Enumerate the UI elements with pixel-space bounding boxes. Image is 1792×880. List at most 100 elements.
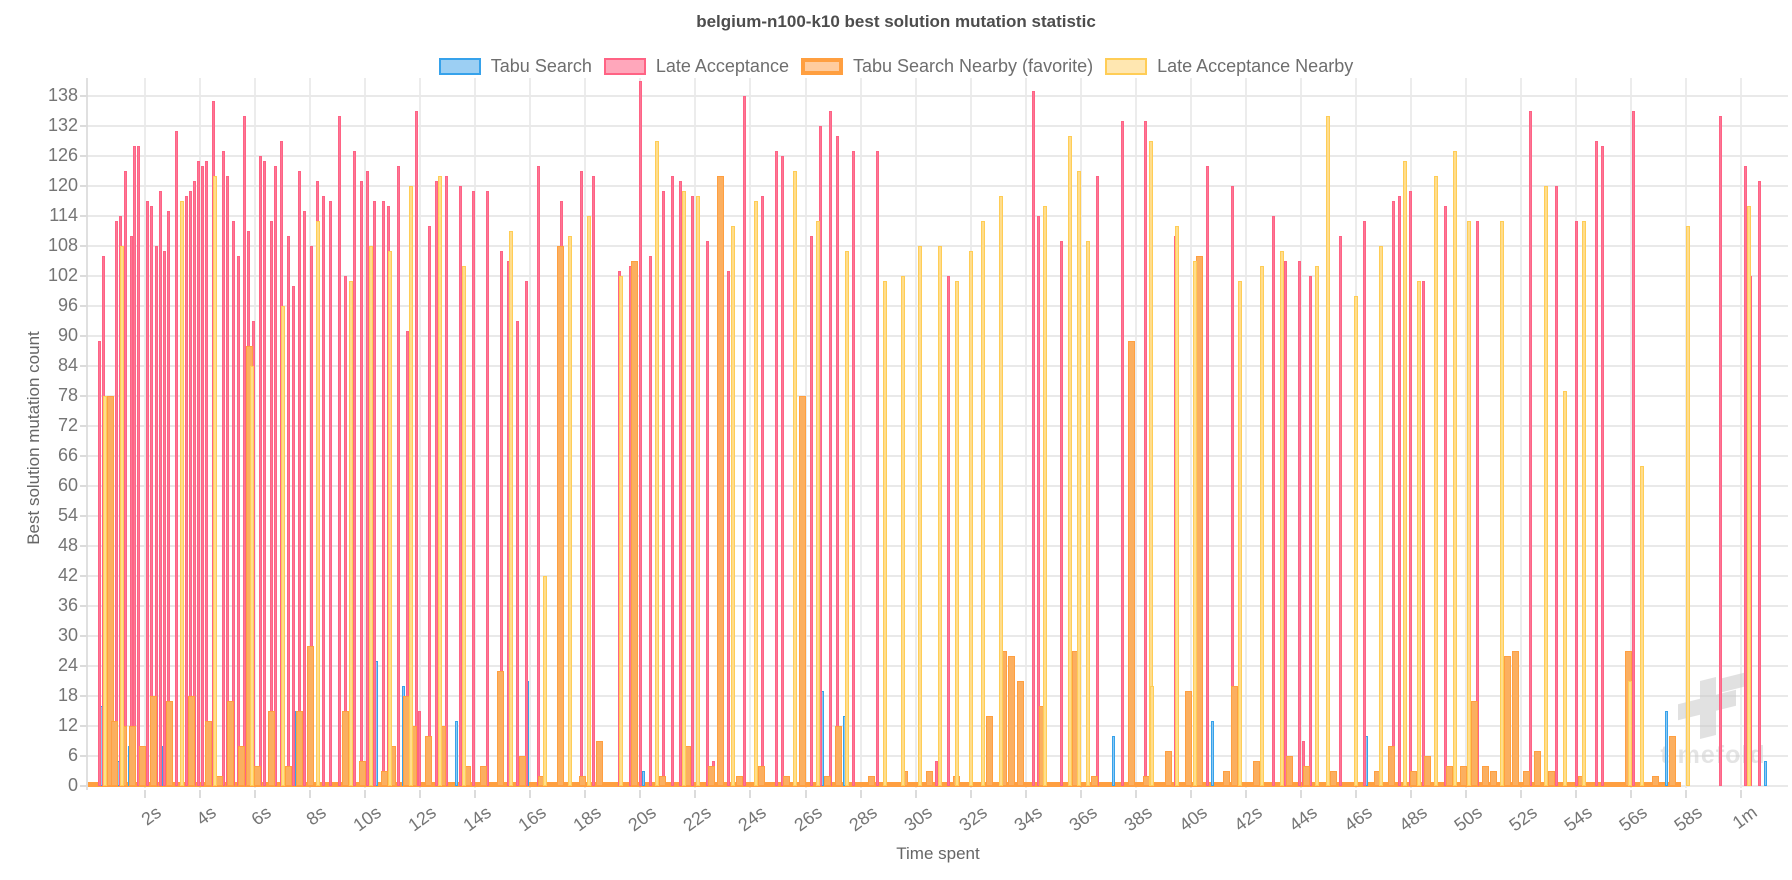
bar-late-acceptance[interactable] <box>344 276 348 786</box>
bar-tabu-search-nearby-favorite[interactable] <box>1423 756 1431 786</box>
bar-tabu-search-nearby-favorite[interactable] <box>166 701 174 786</box>
bar-late-acceptance[interactable] <box>197 161 201 786</box>
bar-tabu-search-nearby-favorite[interactable] <box>342 711 350 786</box>
bar-late-acceptance[interactable] <box>114 221 118 786</box>
bar-tabu-search-nearby-favorite[interactable] <box>380 771 388 786</box>
bar-late-acceptance[interactable] <box>359 181 363 786</box>
bar-late-acceptance[interactable] <box>274 166 278 786</box>
bar-late-acceptance-nearby[interactable] <box>509 231 514 786</box>
bar-late-acceptance-nearby[interactable] <box>368 246 373 786</box>
bar-tabu-search-nearby-favorite[interactable] <box>1008 656 1016 786</box>
bar-late-acceptance[interactable] <box>259 156 263 786</box>
bar-late-acceptance[interactable] <box>414 111 418 786</box>
bar-late-acceptance-nearby[interactable] <box>316 221 321 786</box>
bar-late-acceptance[interactable] <box>678 181 682 786</box>
bar-late-acceptance-nearby[interactable] <box>844 251 849 786</box>
bar-late-acceptance[interactable] <box>226 176 230 786</box>
bar-tabu-search-nearby-favorite[interactable] <box>557 246 565 786</box>
bar-tabu-search-nearby-favorite[interactable] <box>1253 761 1261 786</box>
bar-tabu-search-nearby-favorite[interactable] <box>107 396 115 786</box>
bar-late-acceptance-nearby[interactable] <box>1192 261 1197 786</box>
bar-late-acceptance[interactable] <box>1271 216 1275 786</box>
bar-tabu-search[interactable] <box>1665 711 1669 786</box>
bar-late-acceptance[interactable] <box>1529 111 1533 786</box>
bar-tabu-search[interactable] <box>641 771 645 786</box>
bar-late-acceptance-nearby[interactable] <box>1042 206 1047 786</box>
bar-late-acceptance[interactable] <box>263 161 267 786</box>
bar-late-acceptance-nearby[interactable] <box>753 201 758 786</box>
bar-late-acceptance-nearby[interactable] <box>349 281 354 786</box>
bar-late-acceptance-nearby[interactable] <box>792 171 797 786</box>
bar-late-acceptance[interactable] <box>1743 166 1747 786</box>
bar-late-acceptance-nearby[interactable] <box>730 226 735 786</box>
bar-late-acceptance[interactable] <box>322 196 326 786</box>
bar-late-acceptance-nearby[interactable] <box>1543 186 1548 786</box>
bar-tabu-search-nearby-favorite[interactable] <box>480 766 488 786</box>
bar-late-acceptance-nearby[interactable] <box>250 366 255 786</box>
bar-late-acceptance[interactable] <box>1143 121 1147 786</box>
bar-late-acceptance-nearby[interactable] <box>815 221 820 786</box>
bar-late-acceptance[interactable] <box>743 96 747 786</box>
bar-tabu-search-nearby-favorite[interactable] <box>1547 771 1555 786</box>
bar-late-acceptance[interactable] <box>1600 146 1604 786</box>
bar-late-acceptance-nearby[interactable] <box>1627 681 1632 786</box>
bar-late-acceptance[interactable] <box>98 341 102 786</box>
bar-tabu-search-nearby-favorite[interactable] <box>925 771 933 786</box>
bar-late-acceptance[interactable] <box>298 171 302 786</box>
bar-late-acceptance[interactable] <box>1036 216 1040 786</box>
bar-tabu-search-nearby-favorite[interactable] <box>1388 746 1396 786</box>
bar-late-acceptance[interactable] <box>201 166 205 786</box>
bar-late-acceptance-nearby[interactable] <box>1238 281 1243 786</box>
bar-late-acceptance[interactable] <box>670 176 674 786</box>
bar-late-acceptance[interactable] <box>1120 121 1124 786</box>
bar-late-acceptance-nearby[interactable] <box>213 176 218 786</box>
bar-late-acceptance-nearby[interactable] <box>1417 281 1422 786</box>
bar-late-acceptance-nearby[interactable] <box>1067 136 1072 786</box>
bar-late-acceptance[interactable] <box>472 191 476 786</box>
bar-tabu-search-nearby-favorite[interactable] <box>306 646 314 786</box>
bar-tabu-search-nearby-favorite[interactable] <box>138 746 146 786</box>
bar-tabu-search-nearby-favorite[interactable] <box>1128 341 1136 786</box>
bar-late-acceptance[interactable] <box>726 271 730 786</box>
bar-late-acceptance[interactable] <box>158 191 162 786</box>
bar-late-acceptance[interactable] <box>1032 91 1036 786</box>
bar-late-acceptance[interactable] <box>1574 221 1578 786</box>
bar-late-acceptance[interactable] <box>286 236 290 786</box>
bar-late-acceptance-nearby[interactable] <box>1150 686 1155 786</box>
bar-tabu-search-nearby-favorite[interactable] <box>358 761 366 786</box>
bar-late-acceptance[interactable] <box>1284 261 1288 786</box>
bar-late-acceptance[interactable] <box>137 146 141 786</box>
bar-tabu-search[interactable] <box>1365 736 1369 786</box>
bar-tabu-search-nearby-favorite[interactable] <box>226 701 234 786</box>
bar-late-acceptance-nearby[interactable] <box>1353 296 1358 786</box>
bar-late-acceptance[interactable] <box>828 111 832 786</box>
bar-tabu-search-nearby-favorite[interactable] <box>835 726 843 786</box>
bar-tabu-search-nearby-favorite[interactable] <box>716 176 724 786</box>
bar-late-acceptance-nearby[interactable] <box>437 176 442 786</box>
bar-late-acceptance[interactable] <box>337 116 341 786</box>
bar-tabu-search-nearby-favorite[interactable] <box>735 776 743 786</box>
bar-late-acceptance[interactable] <box>1391 201 1395 786</box>
bar-late-acceptance[interactable] <box>706 241 710 786</box>
bar-late-acceptance-nearby[interactable] <box>119 246 124 786</box>
bar-late-acceptance-nearby[interactable] <box>1433 176 1438 786</box>
bar-late-acceptance-nearby[interactable] <box>1452 151 1457 786</box>
bar-tabu-search-nearby-favorite[interactable] <box>1090 776 1098 786</box>
bar-tabu-search-nearby-favorite[interactable] <box>188 696 196 786</box>
bar-tabu-search-nearby-favorite[interactable] <box>799 396 807 786</box>
bar-late-acceptance[interactable] <box>175 131 179 786</box>
bar-late-acceptance[interactable] <box>184 196 188 786</box>
legend-item-late-acceptance[interactable]: Late Acceptance <box>603 56 789 77</box>
bar-tabu-search-nearby-favorite[interactable] <box>757 766 765 786</box>
bar-late-acceptance-nearby[interactable] <box>1403 161 1408 786</box>
bar-late-acceptance[interactable] <box>852 151 856 786</box>
bar-late-acceptance[interactable] <box>124 171 128 786</box>
bar-late-acceptance[interactable] <box>303 211 307 786</box>
bar-late-acceptance[interactable] <box>524 281 528 786</box>
bar-late-acceptance[interactable] <box>835 136 839 786</box>
bar-late-acceptance[interactable] <box>486 191 490 786</box>
bar-late-acceptance[interactable] <box>396 166 400 786</box>
bar-late-acceptance[interactable] <box>1555 186 1559 786</box>
bar-late-acceptance-nearby[interactable] <box>1175 226 1180 786</box>
bar-late-acceptance[interactable] <box>638 81 642 786</box>
